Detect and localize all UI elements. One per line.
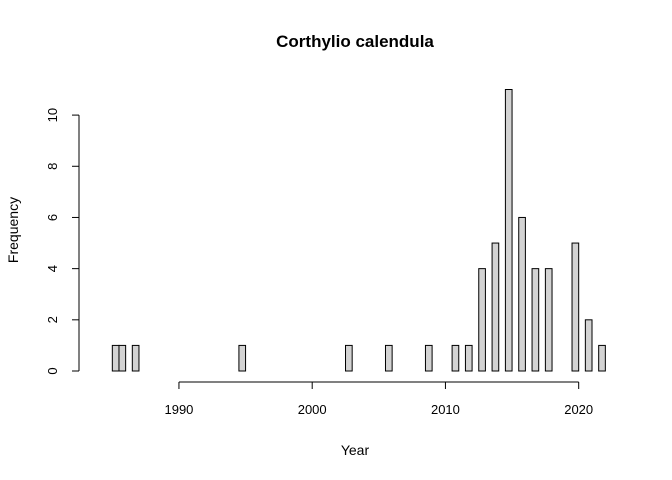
histogram-bar [131, 344, 140, 372]
y-tick-label: 8 [45, 163, 60, 170]
x-axis-label: Year [341, 442, 370, 458]
y-axis: 0 2 4 6 8 10 [45, 108, 80, 375]
histogram-bar [491, 242, 500, 372]
y-tick-label: 10 [45, 108, 60, 122]
histogram-bar [451, 344, 460, 372]
histogram-bar [531, 268, 540, 372]
histogram-bar [571, 242, 580, 372]
histogram-bar [544, 268, 553, 372]
histogram-bar [238, 344, 247, 372]
histogram-bar [384, 344, 393, 372]
histogram-bar [424, 344, 433, 372]
y-tick-label: 2 [45, 316, 60, 323]
histogram-bar [478, 268, 486, 372]
histogram-bar [598, 344, 606, 372]
histogram-bar [118, 344, 127, 372]
y-tick-label: 0 [45, 367, 60, 374]
histogram-bar [518, 216, 526, 372]
y-axis-label: Frequency [5, 197, 21, 263]
y-tick-label: 4 [45, 265, 60, 272]
y-tick-label: 6 [45, 214, 60, 221]
chart-title: Corthylio calendula [276, 32, 434, 51]
x-tick-label: 2010 [431, 402, 460, 417]
x-axis: 1990 2000 2010 2020 [164, 381, 593, 417]
histogram-bar [111, 344, 120, 372]
x-tick-label: 1990 [164, 402, 193, 417]
histogram-bar [504, 89, 513, 372]
bars-group [111, 89, 606, 372]
x-tick-label: 2000 [298, 402, 327, 417]
x-tick-label: 2020 [564, 402, 593, 417]
histogram-bar [464, 344, 473, 372]
histogram-bar [584, 319, 593, 372]
histogram-bar [345, 344, 353, 372]
